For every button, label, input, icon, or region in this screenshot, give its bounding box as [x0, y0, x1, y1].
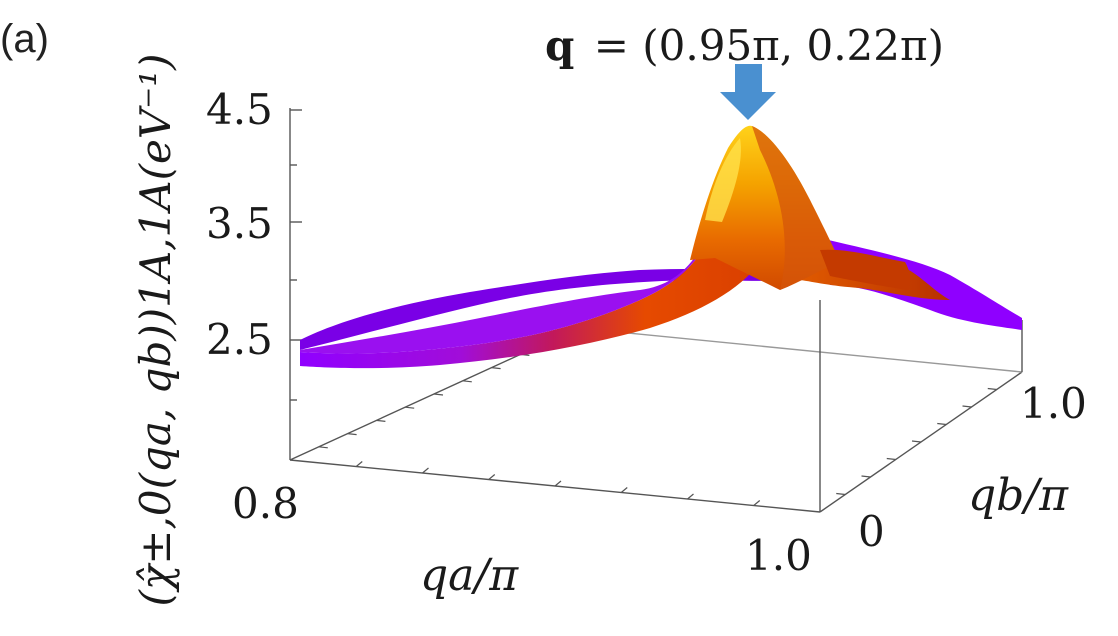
qb-tick-mark: [462, 380, 472, 383]
z-tick-label-2.5: 2.5: [206, 315, 273, 364]
surface-peak-shade: [752, 126, 840, 290]
surface: [300, 125, 1022, 369]
qb-tick-label-1.0: 1.0: [1020, 379, 1087, 428]
qa-tick-mark: [620, 487, 628, 493]
peak-annotation: q = (0.95π, 0.22π): [545, 21, 944, 120]
qb-tick-mark: [376, 419, 386, 422]
z-axis-title: (χ̂±,0(qa, qb))1A,1A(eV⁻¹): [131, 53, 180, 606]
qb-tick-mark: [911, 440, 922, 443]
qb-tick-mark: [886, 457, 896, 461]
panel-label: (a): [0, 17, 49, 61]
qb-tick-mark: [836, 492, 846, 496]
annotation-value: = (0.95π, 0.22π): [594, 21, 944, 70]
qb-tick-mark: [347, 433, 357, 436]
qa-tick-mark: [554, 480, 562, 487]
qa-tick-mark: [687, 493, 694, 500]
qa-tick-mark: [753, 500, 761, 506]
svg-text:(χ̂±,0(qa, qb))1A,1A(eV⁻¹): (χ̂±,0(qa, qb))1A,1A(eV⁻¹): [131, 53, 180, 606]
z-tick-label-3.5: 3.5: [206, 199, 273, 248]
qb-axis-title: qb/π: [968, 470, 1069, 521]
qa-tick-label-1.0: 1.0: [745, 531, 812, 580]
qb-tick-label-0: 0: [858, 507, 885, 556]
qa-tick-mark: [422, 467, 429, 474]
peak-arrow-icon: [720, 64, 776, 120]
qb-tick-mark: [491, 367, 501, 370]
qb-tick-mark: [962, 405, 972, 408]
svg-text:q = (0.95π, 0.22π): q = (0.95π, 0.22π): [545, 21, 944, 70]
qb-tick-mark: [405, 406, 415, 409]
surface-front-top: [300, 232, 712, 354]
surface-back-band: [300, 268, 800, 350]
surface-peak-highlight: [705, 138, 741, 222]
surface-wing: [820, 249, 911, 290]
qb-tick-mark: [861, 475, 871, 478]
qb-tick-mark: [433, 393, 444, 396]
qb-tick-mark: [318, 446, 328, 449]
qa-tick-mark: [355, 461, 363, 467]
z-tick-label-4.5: 4.5: [206, 85, 273, 134]
annotation-vector: q: [545, 21, 574, 70]
qb-tick-mark: [987, 387, 997, 391]
qb-tick-mark: [937, 422, 947, 426]
qa-tick-label-0.8: 0.8: [232, 479, 299, 528]
qa-tick-mark: [488, 474, 496, 480]
qa-axis-title: qa/π: [420, 550, 519, 601]
qa-ticks: [355, 461, 761, 506]
